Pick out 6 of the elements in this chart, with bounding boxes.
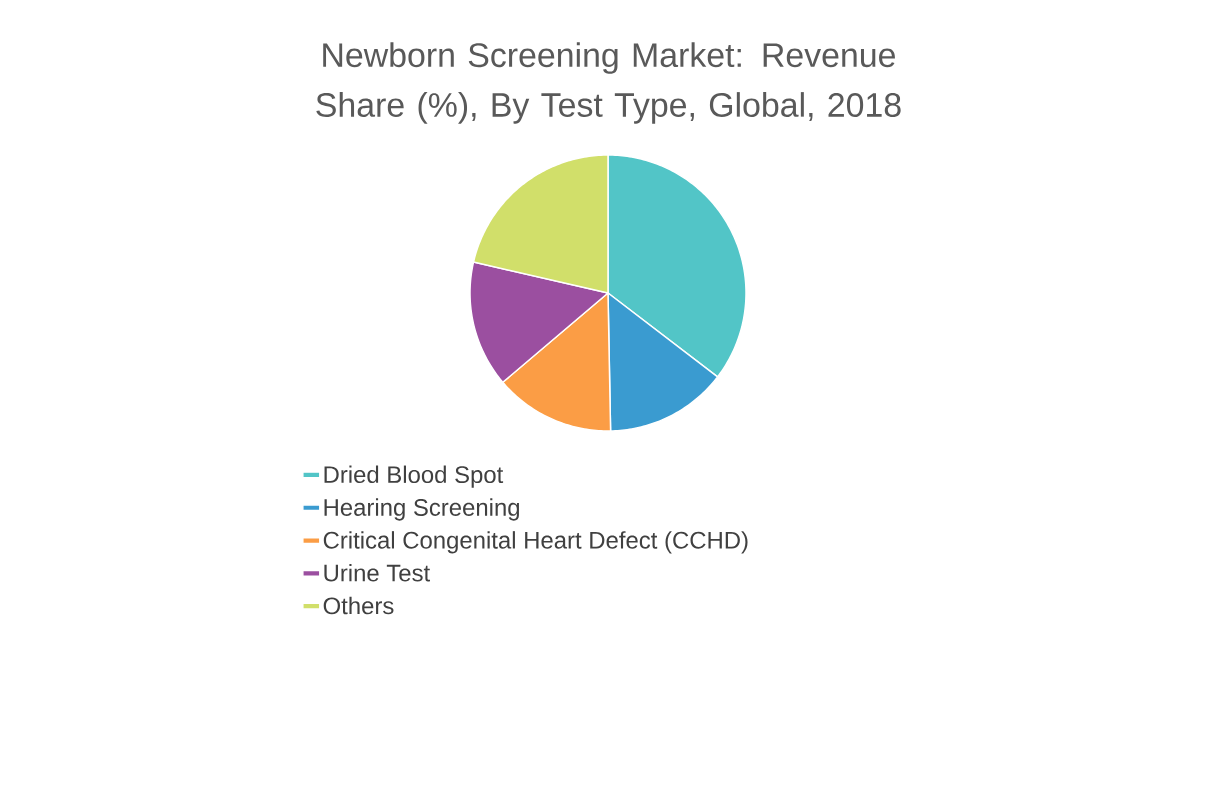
chart-title: Newborn Screening Market: Revenue Share (%), By Test Type, Global, 2018: [316, 42, 901, 124]
legend-label: Critical Congenital Heart Defect (CCHD): [323, 531, 748, 554]
legend-label: Urine Test: [324, 563, 431, 582]
legend-label: Others: [323, 596, 394, 615]
legend-label: Hearing Screening: [324, 498, 519, 521]
legend-label: Dried Blood Spot: [324, 465, 504, 488]
